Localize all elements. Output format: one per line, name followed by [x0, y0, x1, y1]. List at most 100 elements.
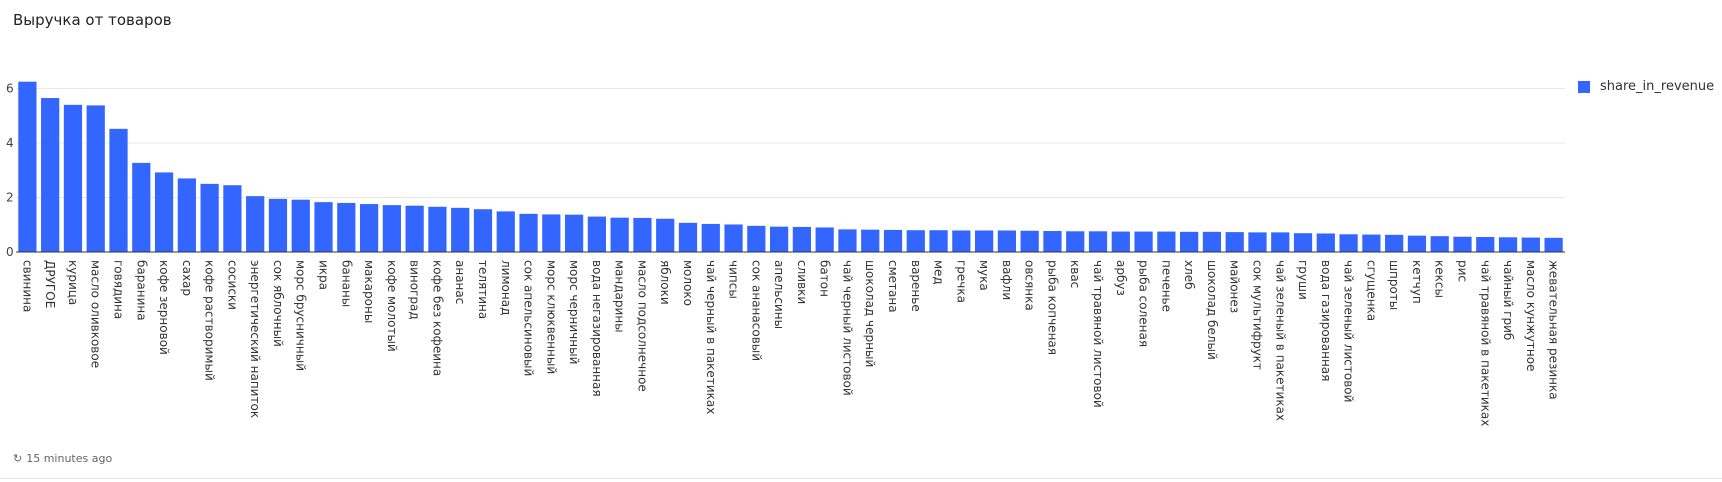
bar[interactable] [1043, 231, 1062, 252]
x-tick-label: жевательная резинка [1547, 260, 1561, 400]
bar[interactable] [1521, 237, 1540, 252]
bar[interactable] [564, 214, 584, 252]
bar[interactable] [337, 202, 356, 252]
bar[interactable] [1498, 237, 1518, 252]
bar[interactable] [359, 204, 379, 252]
bar[interactable] [1248, 232, 1267, 252]
bar[interactable] [724, 224, 743, 252]
bar[interactable] [1020, 230, 1039, 252]
bar[interactable] [1202, 231, 1222, 252]
x-tick-label: сахар [180, 260, 194, 296]
bar[interactable] [1430, 236, 1449, 252]
bar[interactable] [109, 128, 128, 252]
bar[interactable] [815, 227, 834, 252]
bar[interactable] [1339, 234, 1358, 252]
bar[interactable] [177, 178, 196, 253]
x-tick-label: вода негазированная [590, 260, 604, 397]
x-tick-label: ДРУГОЕ [43, 260, 57, 308]
bar[interactable] [952, 230, 971, 252]
bar[interactable] [792, 226, 811, 252]
bar[interactable] [473, 209, 493, 252]
x-tick-label: виноград [408, 260, 422, 320]
x-tick-label: сметана [886, 260, 900, 313]
x-tick-label: сок яблочный [271, 260, 285, 347]
x-tick-label: баранина [134, 260, 148, 321]
x-tick-label: говядина [112, 260, 126, 319]
bar[interactable] [314, 202, 333, 252]
bar[interactable] [1271, 232, 1290, 252]
x-tick-label: кофе молотый [385, 260, 399, 352]
bar[interactable] [997, 230, 1017, 252]
bar[interactable] [656, 218, 675, 252]
bar[interactable] [451, 207, 470, 252]
x-tick-label: овсянка [1023, 260, 1037, 311]
bar[interactable] [1476, 237, 1495, 252]
bar[interactable] [1385, 234, 1404, 252]
x-tick-label: батон [818, 260, 832, 297]
bar[interactable] [633, 217, 652, 252]
x-tick-label: майонез [1228, 260, 1242, 313]
bar[interactable] [382, 205, 401, 252]
bar[interactable] [975, 230, 994, 252]
legend-swatch [1578, 80, 1590, 93]
bar[interactable] [1407, 235, 1427, 252]
bar[interactable] [1316, 233, 1335, 252]
bar[interactable] [519, 213, 538, 252]
bar[interactable] [18, 81, 37, 252]
bar[interactable] [1453, 236, 1472, 252]
bar[interactable] [1066, 231, 1085, 252]
bar[interactable] [200, 183, 219, 253]
bar[interactable] [1180, 231, 1199, 252]
bar[interactable] [428, 206, 447, 252]
bar[interactable] [268, 198, 288, 252]
x-tick-label: морс брусничный [294, 260, 308, 371]
x-tick-label: мандарины [613, 260, 627, 333]
bar[interactable] [747, 225, 766, 252]
bar[interactable] [861, 229, 880, 252]
bar[interactable] [496, 211, 515, 252]
bar[interactable] [41, 98, 60, 252]
bar[interactable] [1157, 231, 1176, 252]
bar[interactable] [701, 223, 720, 252]
bar[interactable] [1134, 231, 1153, 252]
bar[interactable] [405, 205, 424, 252]
bar[interactable] [1225, 232, 1244, 252]
x-tick-label: чай травяной листовой [1091, 260, 1105, 408]
bar[interactable] [542, 214, 561, 252]
bar[interactable] [246, 196, 265, 252]
x-tick-label: чай черный в пакетиках [704, 260, 718, 414]
x-tick-label: кофе без кофеина [430, 260, 444, 376]
bar[interactable] [1544, 237, 1563, 252]
x-tick-label: свинина [20, 260, 34, 312]
bar[interactable] [610, 217, 629, 252]
bar[interactable] [770, 226, 789, 252]
bar[interactable] [291, 199, 310, 252]
legend[interactable]: share_in_revenue [1578, 79, 1714, 94]
bar[interactable] [1362, 234, 1381, 252]
x-tick-label: хлеб [1182, 260, 1196, 290]
bar[interactable] [1293, 233, 1313, 252]
x-tick-label: сок апельсиновый [522, 260, 536, 376]
bar[interactable] [883, 229, 903, 252]
bar[interactable] [929, 230, 948, 252]
bar[interactable] [1088, 231, 1108, 252]
x-tick-label: чипсы [727, 260, 741, 299]
y-tick-label: 0 [6, 245, 14, 259]
bar[interactable] [587, 216, 606, 252]
bar[interactable] [132, 162, 151, 252]
bar[interactable] [223, 185, 242, 252]
bar[interactable] [838, 229, 857, 252]
x-tick-label: гречка [954, 260, 968, 303]
bar[interactable] [63, 104, 83, 252]
bar[interactable] [678, 222, 698, 252]
x-tick-label: кофе зерновой [157, 260, 171, 355]
bar[interactable] [154, 172, 174, 252]
bar[interactable] [906, 230, 925, 252]
refresh-status[interactable]: ↻ 15 minutes ago [13, 452, 112, 465]
x-tick-label: печенье [1159, 260, 1173, 312]
bar[interactable] [86, 105, 105, 253]
x-tick-label: вафли [1000, 260, 1014, 300]
bar[interactable] [1111, 231, 1130, 252]
bars-group [18, 81, 1563, 253]
